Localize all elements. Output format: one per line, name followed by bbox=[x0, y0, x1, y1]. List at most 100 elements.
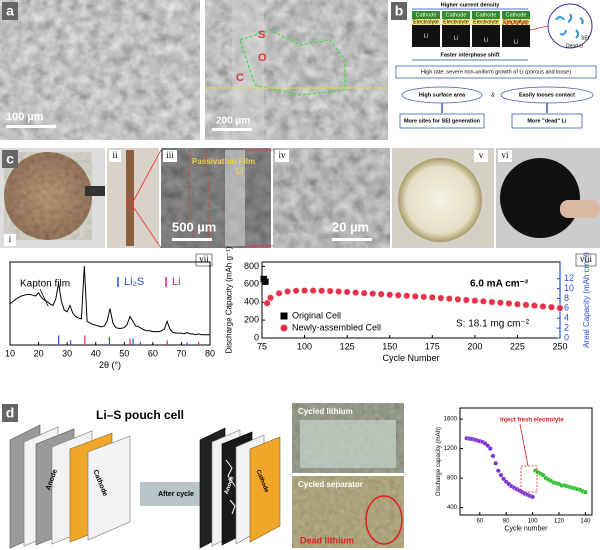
photo-label: Cycled lithium bbox=[298, 407, 353, 416]
flow-box bbox=[395, 65, 597, 79]
sub-label-box bbox=[195, 253, 213, 267]
cross-section-strip bbox=[126, 150, 134, 246]
point bbox=[514, 300, 521, 308]
point bbox=[403, 292, 411, 300]
point bbox=[275, 289, 283, 297]
legend-symbol bbox=[280, 312, 288, 320]
panel-label: c bbox=[6, 151, 14, 167]
point bbox=[556, 304, 564, 312]
sem-texture bbox=[0, 0, 200, 140]
point bbox=[262, 278, 269, 285]
panel-d: d Li–S pouch cell Anode Cathode After cy… bbox=[2, 403, 404, 549]
point bbox=[369, 290, 377, 298]
point bbox=[377, 290, 385, 298]
x-tick-label: 125 bbox=[340, 341, 355, 351]
point bbox=[411, 292, 419, 300]
sub-label: vii bbox=[199, 254, 209, 264]
annotation: 6.0 mA cm⁻² bbox=[470, 279, 529, 290]
y2-tick-label: 10 bbox=[564, 283, 574, 293]
inset-dendrite bbox=[555, 13, 584, 39]
shape bbox=[249, 436, 281, 543]
x-tick-label: 70 bbox=[176, 348, 186, 358]
zoom-line bbox=[133, 207, 162, 249]
point bbox=[539, 303, 547, 310]
highlight bbox=[365, 495, 403, 545]
x-axis-label: 2θ (°) bbox=[99, 360, 121, 370]
photo-label: Cycled separator bbox=[298, 480, 363, 489]
shape bbox=[502, 25, 530, 47]
panel-label-box bbox=[2, 404, 18, 422]
flow-note: Faster interphase shift bbox=[441, 52, 500, 58]
point bbox=[462, 296, 470, 304]
point bbox=[428, 294, 436, 301]
shape bbox=[87, 435, 131, 541]
flow-result: High rate: severe non-uniform growth of … bbox=[421, 69, 571, 75]
layer-label: Li bbox=[514, 39, 518, 45]
element-marker: O bbox=[258, 52, 267, 64]
x-tick-label: 75 bbox=[257, 341, 267, 351]
point bbox=[501, 476, 506, 482]
x-tick-label: 60 bbox=[148, 348, 158, 358]
point bbox=[498, 472, 504, 478]
point bbox=[493, 460, 498, 466]
arrow-label: After cycle bbox=[158, 491, 194, 498]
layer-label: Cathode bbox=[506, 12, 527, 18]
connector bbox=[529, 25, 549, 31]
layer-label: Electrolyte bbox=[443, 19, 469, 25]
sub-label-box bbox=[275, 150, 289, 162]
layer-label: Electrolyte bbox=[413, 19, 439, 25]
scale-label: 200 µm bbox=[216, 116, 250, 127]
y2-tick-label: 6 bbox=[564, 303, 569, 313]
cross-section bbox=[232, 0, 264, 140]
plot-frame bbox=[9, 261, 211, 346]
scale-bar bbox=[172, 238, 212, 241]
panel-b: b Higher current density Cathode Electro… bbox=[390, 0, 600, 140]
x-tick-label: 200 bbox=[467, 341, 482, 351]
y2-tick-label: 2 bbox=[564, 322, 569, 332]
li-layer bbox=[225, 150, 245, 246]
zoom-line bbox=[133, 149, 162, 201]
annotation-arrow bbox=[39, 288, 49, 307]
x-tick-label: 30 bbox=[62, 348, 72, 358]
point bbox=[360, 289, 368, 297]
layer-label: Li bbox=[484, 37, 488, 43]
point bbox=[301, 287, 308, 294]
y-tick-label: 400 bbox=[447, 505, 458, 511]
point bbox=[485, 443, 491, 448]
separator-dish bbox=[398, 158, 482, 242]
layer-label: Electrolyte bbox=[473, 19, 499, 25]
annotation: S: 18.1 mg cm⁻² bbox=[456, 319, 530, 330]
scale-label: 100 µm bbox=[6, 111, 44, 123]
photo-label: Dead lithium bbox=[300, 535, 354, 545]
point bbox=[471, 297, 479, 305]
y-tick-label: 0 bbox=[254, 332, 259, 342]
panel-label: a bbox=[6, 3, 14, 19]
panel-label-box bbox=[391, 2, 407, 20]
finger bbox=[560, 200, 600, 218]
flow-effect: More sites for SEI generation bbox=[404, 118, 481, 124]
sub-label-box bbox=[163, 150, 177, 162]
sub-label: i bbox=[9, 234, 12, 244]
point bbox=[284, 288, 291, 295]
cell-title: Li–S pouch cell bbox=[96, 408, 184, 422]
y-tick-label: 1200 bbox=[444, 446, 458, 452]
shape bbox=[412, 11, 440, 19]
legend-label: Original Cell bbox=[292, 310, 341, 320]
point bbox=[530, 494, 535, 500]
x-tick-label: 40 bbox=[91, 348, 101, 358]
element-marker: C bbox=[236, 72, 244, 84]
y2-tick-label: 0 bbox=[564, 332, 569, 342]
sub-label: iv bbox=[278, 150, 286, 160]
flow-box bbox=[399, 113, 485, 129]
y-tick-label: 200 bbox=[244, 314, 259, 324]
x-tick-label: 60 bbox=[476, 519, 483, 525]
sub-label: iii bbox=[166, 150, 174, 160]
y-axis-label: Discharge capacity (mAh) bbox=[436, 427, 442, 496]
x-tick-label: 80 bbox=[205, 348, 215, 358]
point bbox=[386, 291, 394, 299]
x-tick-label: 80 bbox=[503, 519, 510, 525]
point bbox=[318, 287, 325, 295]
pouch-cycled: Anode Cathode bbox=[199, 427, 281, 549]
sub-label-box bbox=[575, 253, 597, 267]
layer-label: Cathode bbox=[416, 12, 437, 18]
